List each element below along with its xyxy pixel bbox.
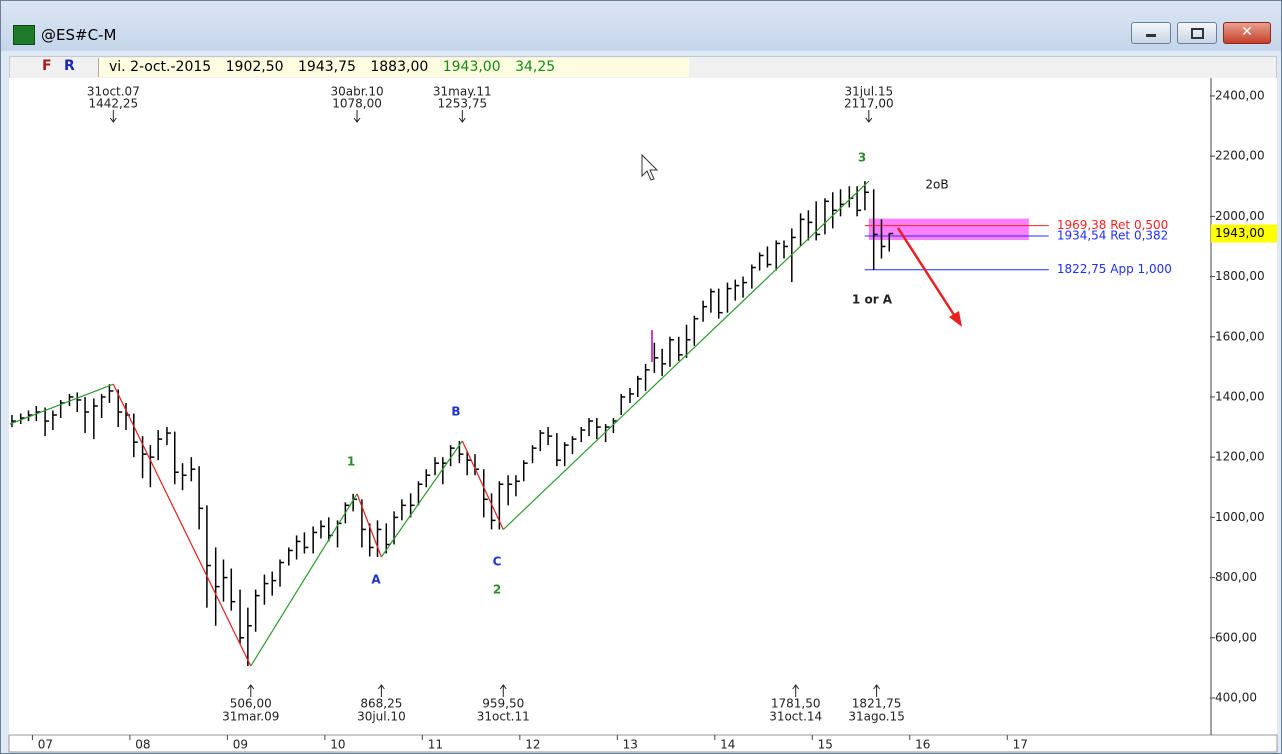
wave-label: 1: [347, 455, 355, 469]
y-tick-label: 600,00: [1215, 630, 1257, 644]
quote-low: 1883,00: [370, 59, 429, 75]
swing-date: 31mar.09: [222, 710, 279, 724]
quote-close: 1943,00: [442, 59, 501, 75]
x-tick-label: 15: [818, 738, 833, 752]
swing-arrow: [353, 110, 361, 123]
zigzag-segment: [380, 440, 463, 558]
level-label: 1969,38 Ret 0,500: [1057, 218, 1169, 232]
swing-date: 31oct.11: [477, 710, 530, 724]
wave-label: B: [451, 405, 460, 419]
x-tick-label: 07: [38, 738, 53, 752]
swing-date: 31oct.14: [769, 710, 822, 724]
swing-price: 1781,50: [771, 697, 821, 711]
quote-change: 34,25: [515, 59, 556, 75]
swing-price: 1442,25: [89, 97, 139, 111]
x-tick-label: 11: [428, 738, 443, 752]
y-axis-area: [1211, 78, 1277, 735]
wave-label: C: [493, 555, 502, 569]
last-price-label: 1943,00: [1215, 226, 1265, 240]
y-tick-label: 1000,00: [1215, 510, 1265, 524]
swing-arrow: [865, 110, 873, 123]
zigzag-segment: [112, 383, 252, 667]
swing-arrow: [499, 684, 507, 697]
swing-price: 506,00: [230, 697, 272, 711]
last-price-tag: [1211, 224, 1277, 243]
swing-arrow: [378, 684, 385, 697]
quote-box: vi. 2-oct.-2015 1902,50 1943,75 1883,00 …: [98, 58, 689, 77]
y-tick-label: 400,00: [1215, 690, 1257, 704]
y-tick-label: 1200,00: [1215, 450, 1265, 464]
x-tick-label: 16: [915, 738, 930, 752]
swing-arrow: [792, 684, 800, 697]
zigzag-segment: [250, 493, 358, 667]
swing-price: 2117,00: [844, 97, 894, 111]
x-tick-label: 12: [525, 738, 540, 752]
wave-label: A: [371, 573, 381, 587]
maximize-button[interactable]: [1177, 22, 1217, 44]
swing-date: 31ago.15: [848, 710, 904, 724]
quote-open: 1902,50: [225, 59, 284, 75]
swing-date: 31may.11: [433, 85, 492, 99]
cursor: [641, 153, 659, 181]
zigzag-segment: [356, 493, 382, 558]
swing-price: 959,50: [482, 697, 524, 711]
quote-date: vi. 2-oct.-2015: [109, 59, 212, 75]
y-tick-label: 2200,00: [1215, 149, 1265, 163]
projection-arrow: [896, 227, 958, 319]
zigzag-segment: [9, 383, 114, 425]
wave-label: 1 or A: [852, 293, 893, 307]
quote-high: 1943,75: [298, 59, 356, 75]
swing-price: 1253,75: [438, 97, 488, 111]
swing-arrow: [109, 110, 117, 123]
projection-arrow-head: [949, 311, 962, 327]
y-tick-label: 1400,00: [1215, 389, 1265, 403]
swing-price: 1078,00: [332, 97, 382, 111]
retracement-zone: [868, 218, 1029, 241]
swing-date: 30jul.10: [357, 710, 406, 724]
wave-label: 2oB: [925, 178, 948, 192]
zigzag-segment: [461, 440, 504, 530]
x-tick-label: 08: [135, 738, 150, 752]
swing-arrow: [458, 110, 466, 123]
f-button[interactable]: F: [42, 58, 52, 74]
window-title: @ES#C-M: [41, 26, 117, 44]
level-label: 1822,75 App 1,000: [1057, 262, 1172, 276]
swing-price: 868,25: [360, 697, 402, 711]
x-tick-label: 10: [330, 738, 345, 752]
swing-arrow: [873, 684, 881, 697]
x-tick-label: 14: [720, 738, 735, 752]
y-tick-label: 800,00: [1215, 570, 1257, 584]
y-tick-label: 2000,00: [1215, 209, 1265, 223]
x-tick-label: 13: [623, 738, 638, 752]
level-label: 1934,54 Ret 0,382: [1057, 229, 1169, 243]
close-button[interactable]: ✕: [1223, 22, 1271, 44]
wave-label: 2: [493, 583, 501, 597]
app-icon: [13, 25, 35, 45]
y-tick-label: 1600,00: [1215, 329, 1265, 343]
wave-label: 3: [858, 151, 866, 165]
swing-arrow: [247, 684, 255, 697]
x-axis-area: [8, 734, 1278, 753]
y-tick-label: 2400,00: [1215, 88, 1265, 102]
swing-date: 31oct.07: [87, 85, 140, 99]
r-button[interactable]: R: [64, 58, 75, 74]
swing-date: 30abr.10: [330, 85, 383, 99]
swing-price: 1821,75: [852, 697, 902, 711]
zigzag-segment: [502, 180, 870, 530]
y-tick-label: 1800,00: [1215, 269, 1265, 283]
x-tick-label: 17: [1013, 738, 1028, 752]
plot-area: [9, 78, 1211, 735]
swing-date: 31jul.15: [844, 85, 893, 99]
x-tick-label: 09: [233, 738, 248, 752]
minimize-button[interactable]: [1131, 22, 1171, 44]
toolbar: F R vi. 2-oct.-2015 1902,50 1943,75 1883…: [9, 56, 1277, 80]
title-bar: @ES#C-M ✕: [1, 1, 1281, 51]
